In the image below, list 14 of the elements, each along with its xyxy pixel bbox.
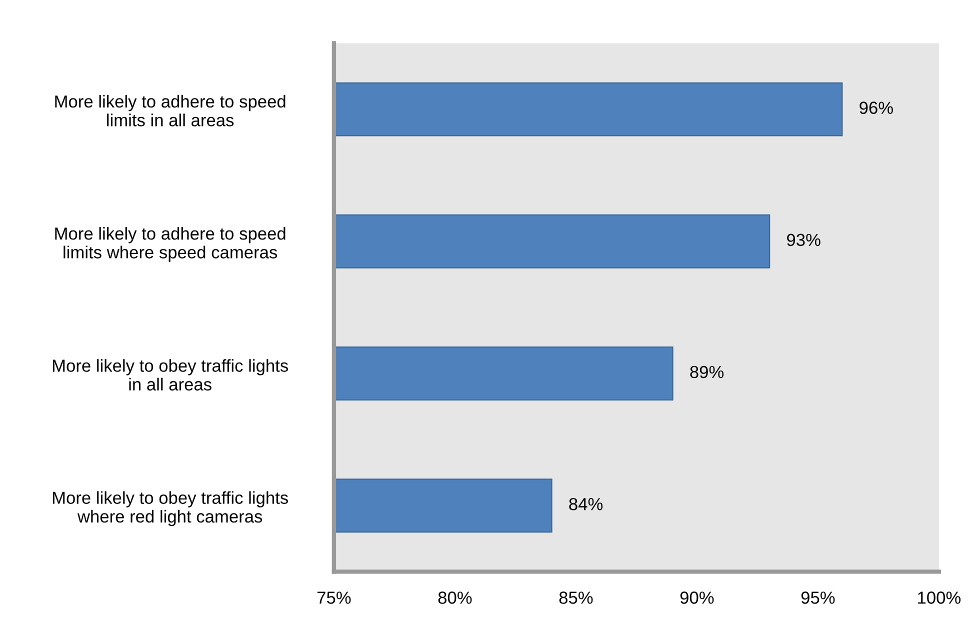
x-tick-label: 95% xyxy=(801,592,835,604)
x-tick-label: 85% xyxy=(559,592,593,604)
data-label: 96% xyxy=(860,102,893,114)
x-tick-label: 100% xyxy=(918,592,961,604)
y-tick-label: More likely to adhere to speed limits in all areas xyxy=(55,94,286,126)
x-tick-label: 75% xyxy=(317,592,351,604)
y-tick-label: More likely to adhere to speed limits where speed cameras xyxy=(55,227,286,262)
y-tick-label: More likely to obey traffic lights in all areas xyxy=(52,359,288,391)
y-tick-label: More likely to obey traffic lights where red light cameras xyxy=(52,491,288,526)
x-tick-label: 80% xyxy=(438,592,472,604)
data-label: 84% xyxy=(569,498,603,510)
data-label: 89% xyxy=(690,366,724,378)
data-label: 93% xyxy=(787,234,820,246)
x-tick-label: 90% xyxy=(680,592,714,604)
